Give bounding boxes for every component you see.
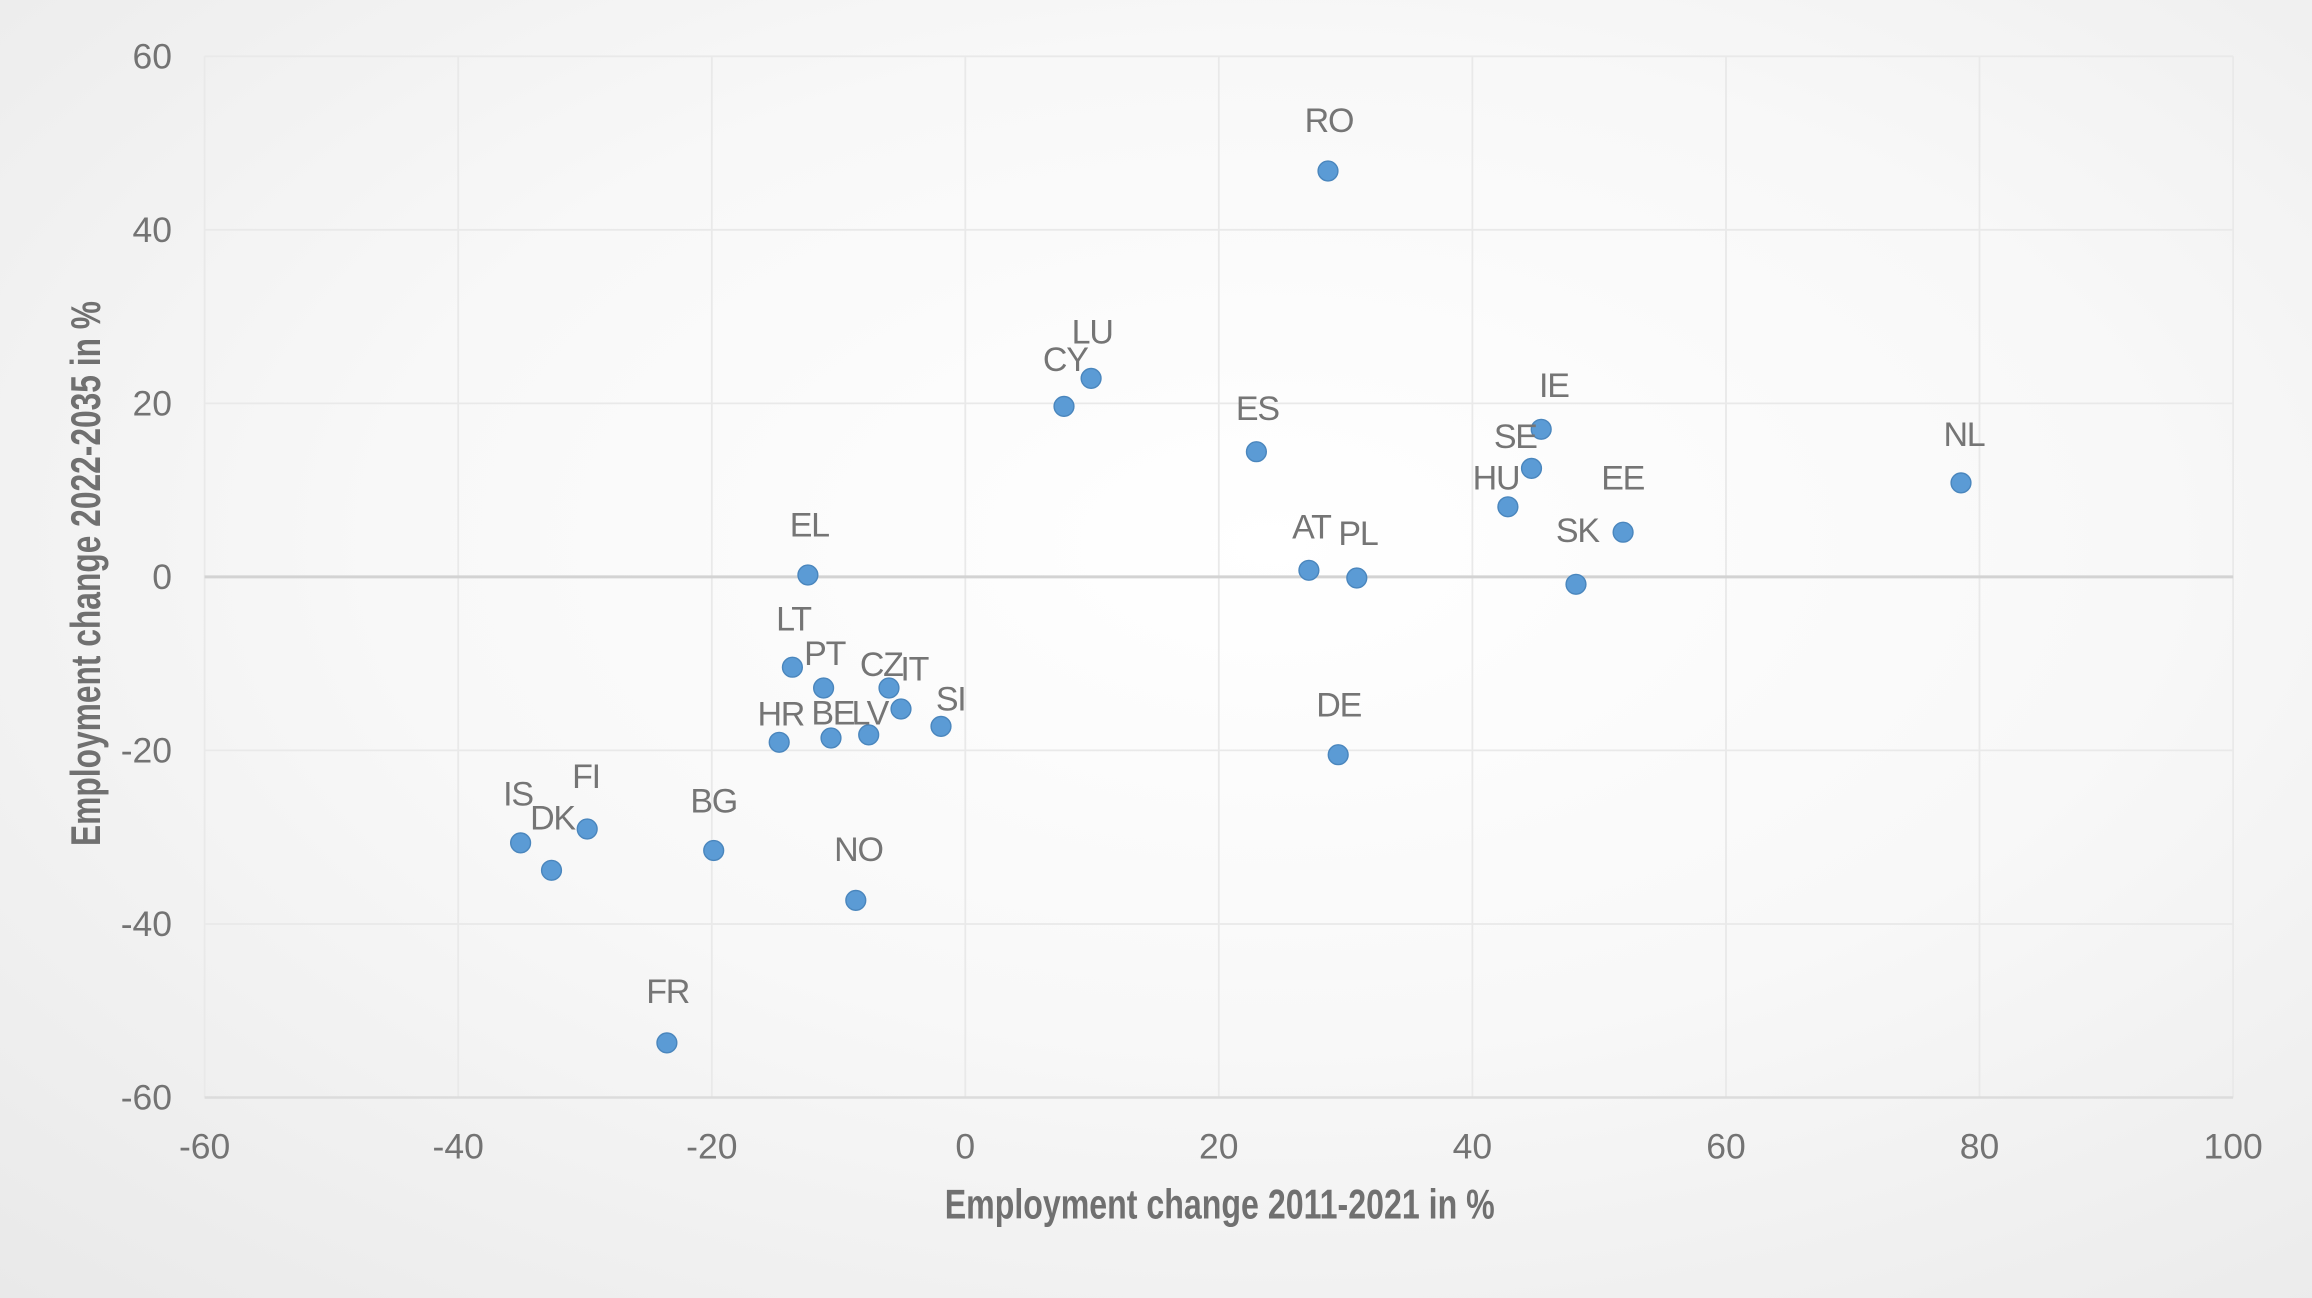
- svg-text:HR: HR: [757, 696, 804, 734]
- svg-text:-40: -40: [121, 904, 172, 944]
- svg-text:IE: IE: [1539, 367, 1569, 405]
- svg-text:PT: PT: [804, 635, 845, 673]
- svg-text:SE: SE: [1494, 418, 1537, 456]
- svg-text:FI: FI: [572, 758, 600, 796]
- svg-text:FR: FR: [646, 973, 689, 1011]
- svg-text:BG: BG: [690, 782, 737, 820]
- svg-text:IT: IT: [900, 651, 928, 689]
- svg-text:-60: -60: [121, 1078, 172, 1118]
- svg-text:20: 20: [1199, 1126, 1239, 1166]
- svg-text:40: 40: [133, 210, 173, 250]
- svg-text:-20: -20: [121, 731, 172, 771]
- svg-text:SK: SK: [1556, 512, 1600, 550]
- svg-text:20: 20: [133, 384, 173, 424]
- svg-text:NL: NL: [1943, 416, 1984, 454]
- svg-text:NO: NO: [834, 831, 883, 869]
- svg-text:40: 40: [1453, 1126, 1493, 1166]
- svg-text:BE: BE: [811, 695, 854, 733]
- svg-text:RO: RO: [1305, 102, 1354, 140]
- svg-text:DK: DK: [530, 800, 576, 838]
- svg-text:0: 0: [955, 1126, 975, 1166]
- svg-text:IS: IS: [503, 775, 533, 813]
- svg-text:AT: AT: [1292, 509, 1331, 547]
- svg-text:EE: EE: [1601, 459, 1644, 497]
- svg-text:-40: -40: [433, 1126, 484, 1166]
- svg-text:SI: SI: [936, 681, 966, 719]
- svg-text:60: 60: [133, 37, 173, 77]
- svg-text:PL: PL: [1338, 515, 1377, 553]
- svg-text:LU: LU: [1072, 314, 1113, 352]
- svg-text:CZ: CZ: [860, 646, 903, 684]
- svg-text:HU: HU: [1473, 459, 1520, 497]
- svg-text:LV: LV: [851, 695, 889, 733]
- svg-text:-60: -60: [179, 1126, 230, 1166]
- svg-text:100: 100: [2203, 1126, 2262, 1166]
- svg-text:80: 80: [1960, 1126, 2000, 1166]
- svg-text:ES: ES: [1236, 390, 1279, 428]
- svg-text:-20: -20: [686, 1126, 737, 1166]
- svg-text:Employment change 2022-2035 in: Employment change 2022-2035 in %: [62, 301, 109, 846]
- svg-text:EL: EL: [790, 507, 829, 545]
- svg-text:Employment change 2011-2021 in: Employment change 2011-2021 in %: [945, 1181, 1495, 1228]
- svg-text:0: 0: [152, 557, 172, 597]
- svg-text:60: 60: [1706, 1126, 1746, 1166]
- svg-text:DE: DE: [1316, 687, 1361, 725]
- svg-text:CY: CY: [1043, 341, 1088, 379]
- svg-text:LT: LT: [776, 601, 811, 639]
